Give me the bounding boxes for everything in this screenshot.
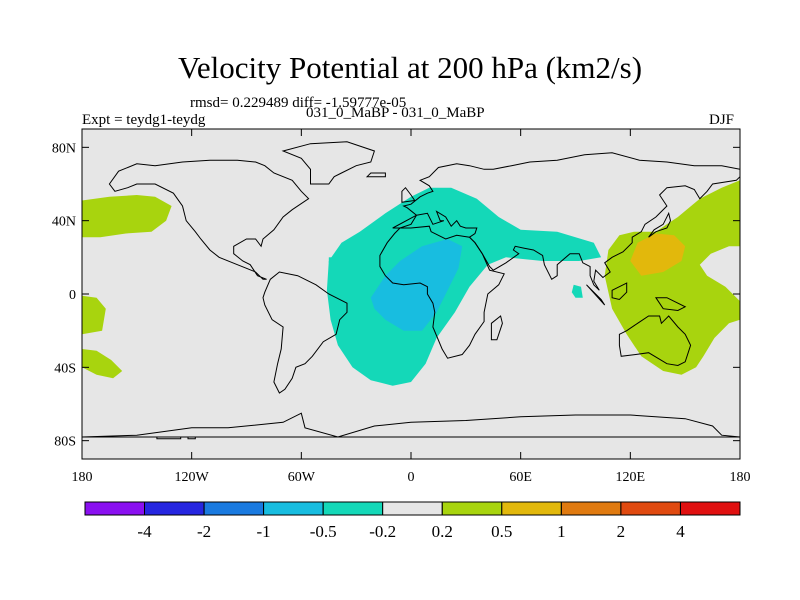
contour-region-6: [82, 295, 106, 335]
y-tick-label: 40S: [54, 361, 76, 376]
chart-title: Velocity Potential at 200 hPa (km2/s): [177, 50, 643, 85]
contour-region-9: [630, 233, 686, 276]
colorbar-label: 0.5: [491, 522, 512, 541]
coastline-5: [379, 225, 505, 359]
colorbar-swatch: [441, 501, 503, 516]
colorbar-swatch: [382, 501, 443, 516]
y-tick-label: 80N: [52, 141, 76, 156]
season-label: DJF: [709, 112, 735, 128]
contour-region-1: [326, 187, 602, 386]
x-tick-label: 180: [72, 470, 93, 485]
coastline-10: [365, 172, 386, 178]
colorbar-swatch: [263, 501, 324, 516]
colorbar-swatch: [84, 501, 145, 516]
coastline-6: [618, 315, 692, 367]
coastline-15: [156, 436, 182, 440]
colorbar-label: 4: [676, 522, 685, 541]
contour-region-5: [82, 195, 172, 238]
coastline-3: [281, 141, 376, 185]
x-tick-label: 180: [730, 470, 751, 485]
contour-region-2: [370, 239, 463, 331]
x-tick-label: 60W: [288, 470, 316, 485]
coastline-1: [108, 159, 310, 280]
coastline-16: [187, 436, 196, 440]
colorbar-label: -4: [137, 522, 152, 541]
coastline-9: [648, 211, 672, 238]
coastline-13: [611, 282, 628, 301]
colorbar-swatch: [203, 501, 265, 516]
colorbar-swatch: [144, 501, 205, 516]
colorbar-label: -0.5: [310, 522, 337, 541]
colorbar-label: -1: [257, 522, 271, 541]
colorbar-label: 1: [557, 522, 566, 541]
contour-region-3: [328, 257, 335, 263]
colorbar-swatch: [322, 501, 384, 516]
colorbar-swatch: [680, 501, 741, 516]
case-label: 031_0_MaBP - 031_0_MaBP: [306, 105, 485, 121]
colorbar-label: 0.2: [432, 522, 453, 541]
x-tick-label: 120W: [175, 470, 210, 485]
colorbar-label: -2: [197, 522, 211, 541]
coastline-14: [82, 412, 740, 438]
colorbar-label: 2: [617, 522, 626, 541]
y-tick-label: 80S: [54, 435, 76, 450]
colorbar-label: -0.2: [369, 522, 396, 541]
x-tick-label: 0: [408, 470, 415, 485]
coastline-12: [586, 284, 606, 306]
x-tick-label: 120E: [616, 470, 646, 485]
contour-region-7: [82, 349, 123, 379]
contour-region-4: [571, 284, 583, 298]
y-tick-label: 0: [69, 288, 76, 303]
x-tick-label: 60E: [509, 470, 532, 485]
coastline-7: [490, 315, 503, 341]
colorbar-swatch: [620, 501, 681, 516]
coastline-11: [654, 297, 687, 312]
y-tick-label: 40N: [52, 215, 76, 230]
stats-label: rmsd= 0.229489 diff= -1.59777e-05: [190, 95, 407, 111]
coastline-2: [262, 271, 348, 394]
colorbar-swatch: [501, 501, 562, 516]
coastline-8: [401, 186, 416, 203]
contour-region-8: [604, 180, 740, 375]
colorbar-swatch: [560, 501, 622, 516]
experiment-label: Expt = teydg1-teydg: [82, 112, 206, 128]
